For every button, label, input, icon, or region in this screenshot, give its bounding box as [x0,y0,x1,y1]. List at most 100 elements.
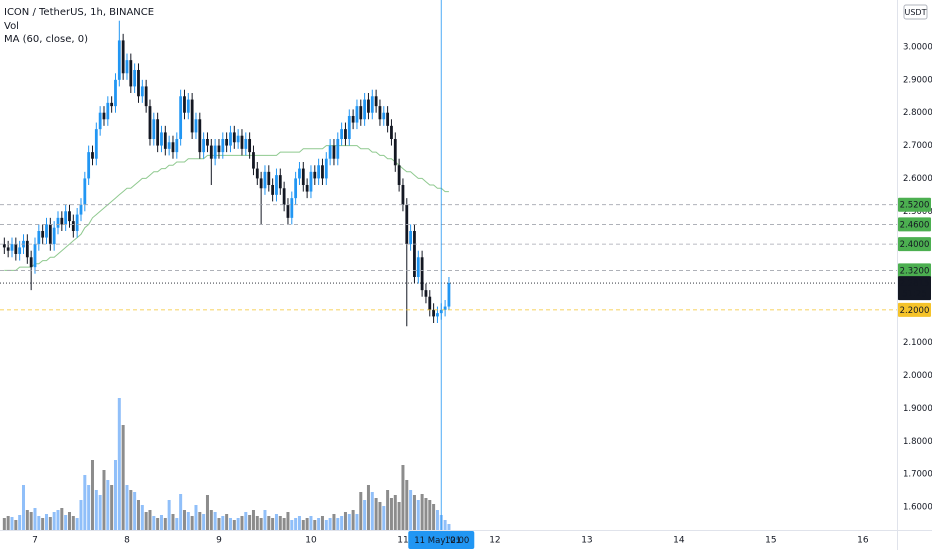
volume-bar [10,517,14,530]
candle-body [33,244,37,268]
volume-bar [225,514,229,530]
volume-bar [175,518,179,530]
candle-body [64,211,68,225]
volume-bar [83,475,87,530]
candle-body [14,244,18,254]
candle-body [125,60,129,74]
candle-body [401,184,405,205]
volume-bar [33,508,37,530]
candle-body [171,142,175,153]
x-tick-label: 7 [32,536,38,546]
candle-body [152,119,156,139]
volume-bar [71,516,75,530]
y-tick-label: 2.6000 [903,174,932,184]
candle-body [390,125,393,139]
price-label-box [898,217,931,232]
volume-bar [397,502,401,530]
candle-body [121,40,125,74]
volume-bar [221,516,225,530]
candle-body [6,247,10,251]
volume-bar [79,500,83,530]
volume-bar [424,498,428,530]
y-tick-label: 1.9000 [903,404,932,414]
volume-bar [18,515,22,530]
candle-body [194,119,198,133]
price-label-box [898,302,931,317]
volume-bar [355,514,359,530]
candle-body [232,132,236,143]
candle-body [190,99,194,133]
volume-bar [213,512,217,530]
y-tick-label: 1.6000 [903,502,932,512]
candle-body [102,112,106,120]
volume-bar [340,516,344,530]
candle-body [163,132,167,149]
candle-body [447,283,451,307]
candle-body [340,129,344,139]
volume-bar [190,516,194,530]
candle-body [160,132,163,146]
volume-bar [144,512,148,530]
candle-body [175,138,179,153]
volume-bar [125,485,129,530]
candle-body [298,168,301,179]
volume-bar [6,516,10,530]
candle-body [282,188,286,205]
volume-bar [148,510,152,530]
volume-bar [412,495,416,530]
volume-bar [244,512,248,530]
candle-body [56,217,60,228]
candle-body [382,112,386,120]
candle-body [278,175,282,189]
volume-bar [102,470,106,530]
candle-body [317,165,321,179]
price-label-box [898,197,931,212]
volume-bar [48,517,52,530]
candle-body [29,257,33,268]
x-tick-label: 11 [397,536,408,546]
candle-body [98,112,102,130]
volume-bar [228,518,232,530]
candle-body [424,290,428,297]
candle-body [229,132,232,146]
y-tick-label: 2.1000 [903,338,932,348]
volume-bar [386,490,390,530]
volume-bar [67,512,71,530]
volume-bar [236,518,240,530]
volume-bar [217,518,221,530]
volume-bar [313,520,317,530]
candle-body [436,313,439,317]
candle-body [240,135,244,149]
candle-body [52,227,56,245]
currency-label[interactable]: USDT [905,8,927,17]
candle-body [133,69,137,87]
candle-body [432,309,436,317]
candle-body [48,224,52,245]
candle-body [140,86,144,97]
candle-body [271,184,275,195]
currency-box[interactable] [903,4,928,20]
volume-bar [41,518,45,530]
candle-body [114,79,117,107]
candle-body [290,198,294,218]
volume-bar [347,514,351,530]
volume-bar [351,510,355,530]
candle-body [236,135,240,143]
volume-bar [64,515,68,530]
volume-bar [328,518,332,530]
candle-body [386,112,390,126]
volume-bar [374,498,378,530]
volume-bar [25,510,29,530]
candle-body [263,171,267,189]
volume-bar [420,494,424,530]
volume-bar [297,516,301,530]
candle-body [198,119,202,153]
candle-body [45,224,48,238]
volume-bar [194,505,198,530]
volume-bar [251,510,255,530]
volume-bar [363,500,367,530]
candle-body [225,138,229,146]
candle-body [202,138,206,153]
volume-bar [435,510,439,530]
candle-body [367,99,370,113]
